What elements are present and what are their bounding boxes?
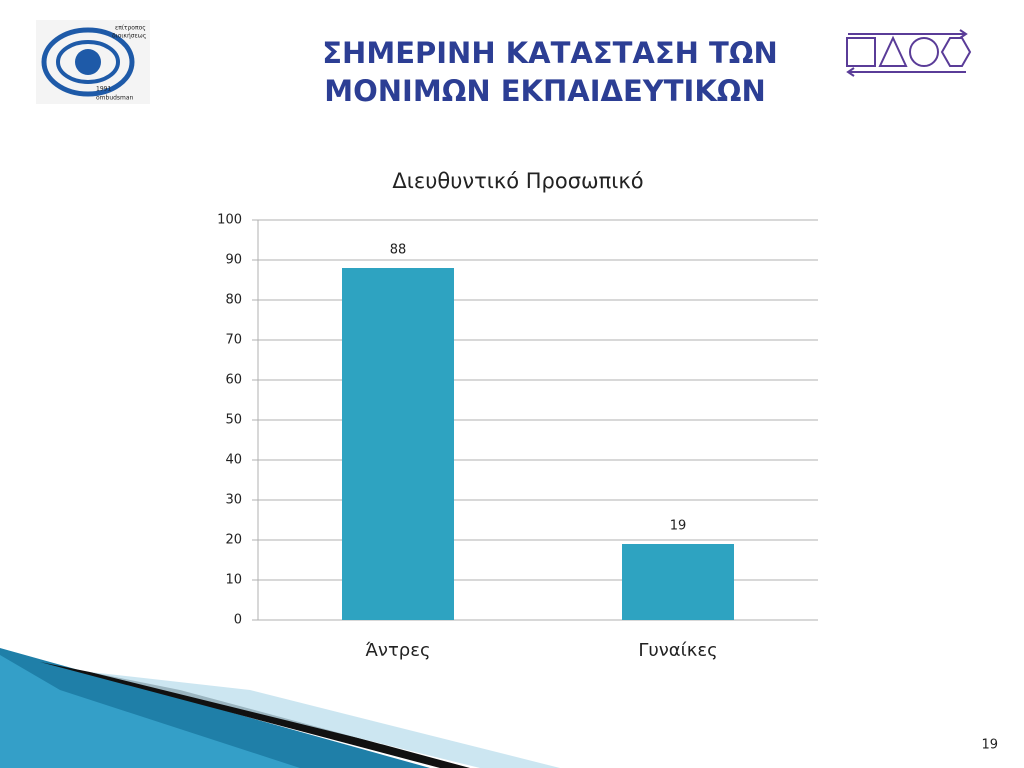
logo-text: 1991: [96, 86, 111, 93]
bar: [342, 268, 454, 620]
y-tick-label: 70: [225, 333, 242, 348]
ombudsman-logo: επίτροπος διοικήσεως 1991 ombudsman: [36, 20, 150, 104]
y-tick-label: 80: [225, 293, 242, 308]
decoration: [0, 648, 560, 768]
y-tick-label: 60: [225, 373, 242, 388]
y-tick-label: 40: [225, 453, 242, 468]
x-tick-label: Γυναίκες: [638, 640, 717, 661]
x-tick-label: Άντρες: [365, 640, 430, 661]
y-tick-label: 30: [225, 493, 242, 508]
y-tick-label: 0: [234, 613, 242, 628]
y-tick-label: 90: [225, 253, 242, 268]
page-number: 19: [981, 738, 998, 753]
data-label: 88: [390, 243, 407, 258]
y-tick-label: 50: [225, 413, 242, 428]
y-tick-label: 20: [225, 533, 242, 548]
slide-title: ΣΗΜΕΡΙΝΗ ΚΑΤΑΣΤΑΣΗ ΤΩΝ: [322, 36, 778, 70]
slide-title: ΜΟΝΙΜΩΝ ΕΚΠΑΙΔΕΥΤΙΚΩΝ: [324, 74, 765, 108]
y-tick-label: 10: [225, 573, 242, 588]
y-tick-label: 100: [217, 213, 242, 228]
logo-text: ombudsman: [96, 95, 134, 102]
logo-text: επίτροπος: [115, 25, 146, 32]
bar: [622, 544, 734, 620]
chart-title: Διευθυντικό Προσωπικό: [392, 169, 643, 193]
shapes-logo: [846, 29, 972, 77]
logo-text: διοικήσεως: [112, 33, 146, 40]
data-label: 19: [670, 519, 687, 534]
